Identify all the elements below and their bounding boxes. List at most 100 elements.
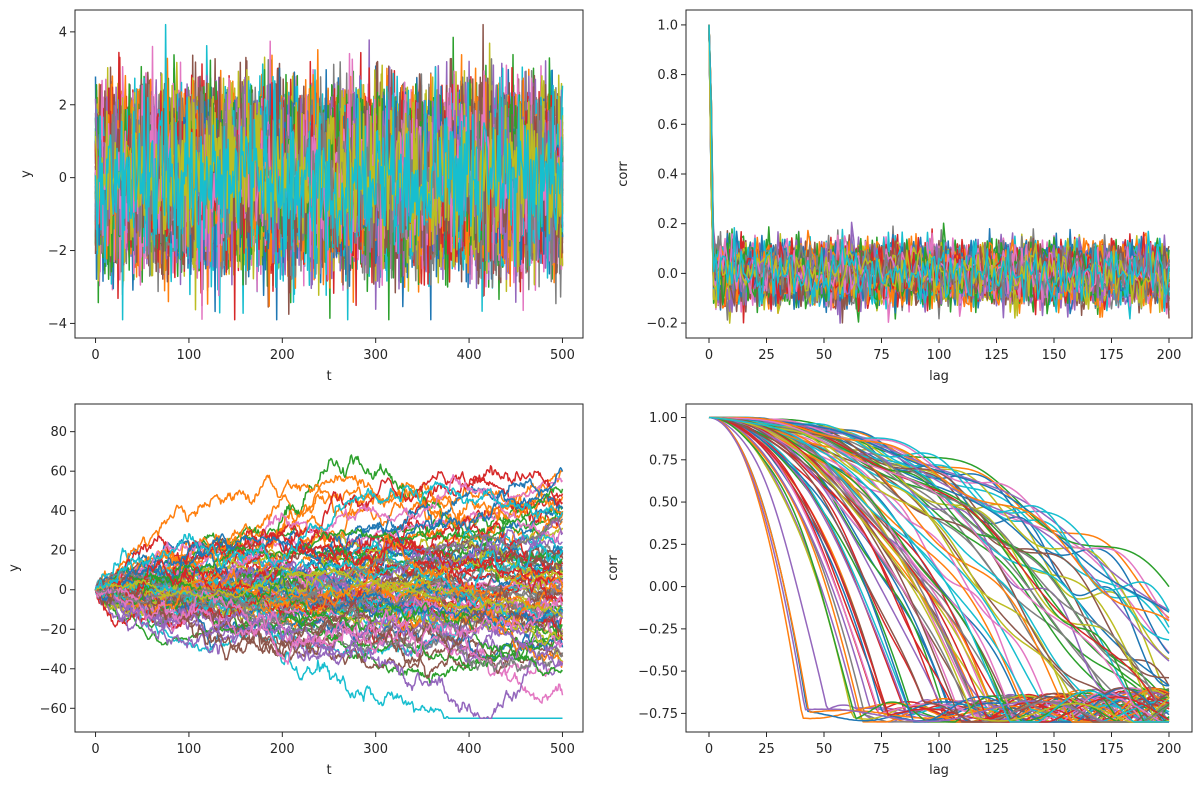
series-line	[708, 416, 1169, 723]
subplot-top-left: 0 100 200 300 400 500 −4 −2 0 2 4 t y	[19, 9, 584, 384]
x-tick-label: 125	[984, 348, 1009, 363]
y-tick-label: 0.0	[657, 267, 678, 282]
y-tick-label: 0.8	[657, 68, 678, 83]
x-axis-label: t	[326, 763, 331, 778]
y-tick-label: −0.2	[646, 317, 678, 332]
y-tick-label: 0.75	[649, 453, 678, 468]
y-tick-label: 40	[50, 504, 67, 519]
series-line	[708, 416, 1170, 613]
series-group	[708, 24, 1170, 324]
series-line	[708, 416, 1170, 723]
y-axis-label: y	[19, 170, 34, 178]
series-line	[94, 584, 563, 665]
series-line	[95, 565, 563, 618]
x-tick-label: 500	[550, 742, 575, 757]
series-line	[709, 416, 1170, 723]
subplot-bottom-right: 0 25 50 75 100 125 150 175 200 −0.75 −0.50 −0.25 0.0…	[606, 403, 1193, 778]
series-line	[709, 416, 1170, 723]
x-tick-label: 200	[1157, 348, 1182, 363]
x-tick-label: 150	[1042, 742, 1067, 757]
axes-frame	[74, 9, 584, 339]
y-tick-label: −20	[40, 623, 67, 638]
series-line	[94, 572, 563, 611]
series-group	[94, 454, 564, 719]
y-tick-label: 0	[59, 171, 67, 186]
y-tick-label: 2	[59, 98, 67, 113]
y-tick-label: 1.00	[649, 411, 678, 426]
x-tick-label: 100	[177, 742, 202, 757]
series-line	[708, 416, 1169, 723]
y-axis-label: corr	[606, 555, 621, 581]
x-tick-label: 50	[816, 742, 833, 757]
y-tick-label: 0.2	[657, 217, 678, 232]
x-tick-label: 0	[705, 742, 713, 757]
series-line	[94, 45, 564, 286]
y-tick-label: −4	[48, 317, 67, 332]
series-line	[94, 486, 564, 593]
y-axis-label: corr	[616, 161, 631, 187]
series-line	[94, 536, 564, 603]
x-tick-label: 100	[927, 742, 952, 757]
x-tick-label: 200	[270, 348, 295, 363]
series-line	[95, 586, 564, 677]
x-axis-label: lag	[929, 763, 949, 778]
x-tick-label: 400	[457, 348, 482, 363]
x-tick-label: 175	[1099, 348, 1124, 363]
y-tick-label: 0.25	[649, 538, 678, 553]
series-line	[94, 23, 564, 321]
x-tick-label: 0	[91, 348, 99, 363]
x-tick-label: 500	[550, 348, 575, 363]
series-group	[94, 23, 564, 321]
series-line	[708, 416, 1170, 723]
y-tick-label: 0	[59, 583, 67, 598]
y-tick-label: −60	[40, 702, 67, 717]
x-tick-label: 100	[927, 348, 952, 363]
series-line	[94, 84, 564, 297]
y-tick-label: 80	[50, 425, 67, 440]
y-tick-label: 0.00	[649, 580, 678, 595]
series-line	[708, 416, 1170, 622]
x-tick-label: 25	[758, 348, 775, 363]
axes-frame	[74, 403, 584, 733]
series-line	[708, 24, 1170, 305]
y-axis-label: y	[7, 564, 22, 572]
x-tick-label: 75	[873, 348, 890, 363]
x-tick-label: 175	[1099, 742, 1124, 757]
y-tick-label: 1.0	[657, 18, 678, 33]
series-line	[708, 24, 1170, 306]
x-axis-label: t	[326, 369, 331, 384]
x-tick-label: 100	[177, 348, 202, 363]
subplot-bottom-left: 0 100 200 300 400 500 −60 −40 −20 0 20 40 60 80 t y	[7, 403, 584, 778]
y-tick-label: 0.4	[657, 168, 678, 183]
series-line	[94, 583, 564, 719]
series-line	[95, 533, 563, 625]
x-tick-label: 300	[363, 742, 388, 757]
x-tick-label: 75	[873, 742, 890, 757]
series-line	[94, 580, 564, 668]
x-tick-label: 200	[270, 742, 295, 757]
x-tick-label: 200	[1157, 742, 1182, 757]
y-tick-label: 20	[50, 544, 67, 559]
series-line	[708, 416, 1170, 723]
y-tick-label: 60	[50, 465, 67, 480]
series-line	[709, 416, 1170, 723]
x-tick-label: 300	[363, 348, 388, 363]
y-tick-label: 4	[59, 25, 67, 40]
x-tick-label: 125	[984, 742, 1009, 757]
series-group	[708, 416, 1170, 723]
y-tick-label: 0.6	[657, 118, 678, 133]
series-line	[708, 416, 1170, 723]
x-tick-label: 150	[1042, 348, 1067, 363]
series-line	[708, 416, 1169, 723]
x-tick-label: 50	[816, 348, 833, 363]
series-line	[708, 416, 1169, 723]
y-tick-label: −40	[40, 662, 67, 677]
x-axis-label: lag	[929, 369, 949, 384]
y-tick-label: 0.50	[649, 496, 678, 511]
series-line	[95, 474, 563, 591]
x-tick-label: 25	[758, 742, 775, 757]
series-line	[95, 559, 564, 622]
series-line	[94, 534, 564, 632]
x-tick-label: 0	[91, 742, 99, 757]
